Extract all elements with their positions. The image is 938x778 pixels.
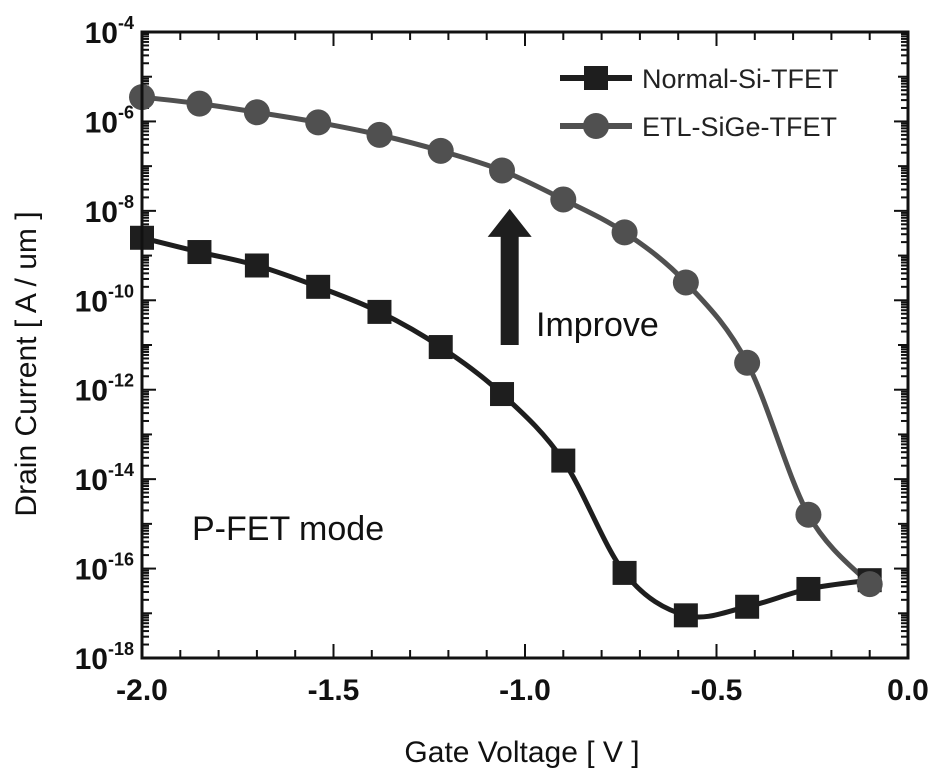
markers-layer — [129, 84, 883, 628]
data-point-square — [428, 335, 453, 360]
data-point-square — [551, 448, 576, 473]
data-point-square — [612, 560, 637, 585]
data-point-circle — [489, 157, 516, 184]
data-point-circle — [672, 269, 699, 296]
pfet-mode-annotation: P-FET mode — [192, 510, 384, 548]
data-point-circle — [550, 186, 577, 213]
data-point-square — [673, 603, 698, 628]
data-point-square — [187, 240, 212, 265]
plot-frame — [140, 30, 910, 660]
legend-marker-circle — [583, 113, 609, 139]
improve-arrow — [487, 208, 532, 345]
data-point-square — [367, 299, 392, 324]
x-tick-label: -1.0 — [499, 674, 551, 707]
y-tick-label: 10-18 — [75, 639, 134, 676]
data-point-circle — [305, 109, 332, 136]
data-point-circle — [856, 571, 883, 598]
data-point-circle — [795, 501, 822, 528]
x-tick-labels: -2.0 -1.5 -1.0 -0.5 0.0 — [116, 674, 929, 707]
legend-label-normal: Normal-Si-TFET — [642, 64, 839, 94]
data-point-square — [490, 382, 515, 407]
y-tick-label: 10-16 — [75, 550, 134, 587]
x-axis-title: Gate Voltage [ V ] — [404, 736, 639, 769]
improve-arrow-head — [487, 208, 532, 237]
improve-arrow-shaft — [500, 234, 519, 345]
data-point-circle — [427, 137, 454, 164]
y-tick-label: 10-6 — [85, 102, 134, 139]
data-point-circle — [186, 90, 213, 117]
y-tick-label: 10-4 — [85, 13, 134, 50]
data-point-circle — [366, 121, 393, 148]
data-point-square — [735, 594, 760, 619]
x-tick-label: -1.5 — [308, 674, 360, 707]
data-point-square — [244, 253, 269, 278]
data-point-square — [796, 576, 821, 601]
data-point-circle — [243, 99, 270, 126]
data-point-circle — [611, 219, 638, 246]
y-tick-label: 10-10 — [75, 281, 134, 318]
y-tick-label: 10-12 — [75, 371, 134, 408]
y-tick-label: 10-8 — [85, 192, 134, 229]
legend-label-etl: ETL-SiGe-TFET — [642, 112, 837, 142]
legend: Normal-Si-TFET ETL-SiGe-TFET — [560, 64, 839, 142]
x-tick-label: -0.5 — [691, 674, 743, 707]
legend-marker-square — [584, 66, 608, 90]
y-tick-labels: 10-4 10-6 10-8 10-10 10-12 10-14 10-16 10-18 — [75, 13, 134, 676]
y-tick-label: 10-14 — [75, 460, 134, 497]
x-tick-label: -2.0 — [116, 674, 168, 707]
data-point-square — [306, 274, 331, 299]
x-tick-label: 0.0 — [887, 674, 929, 707]
improve-annotation: Improve — [536, 306, 659, 344]
data-point-circle — [734, 349, 761, 376]
y-axis-title: Drain Current [ A / um ] — [10, 211, 43, 516]
